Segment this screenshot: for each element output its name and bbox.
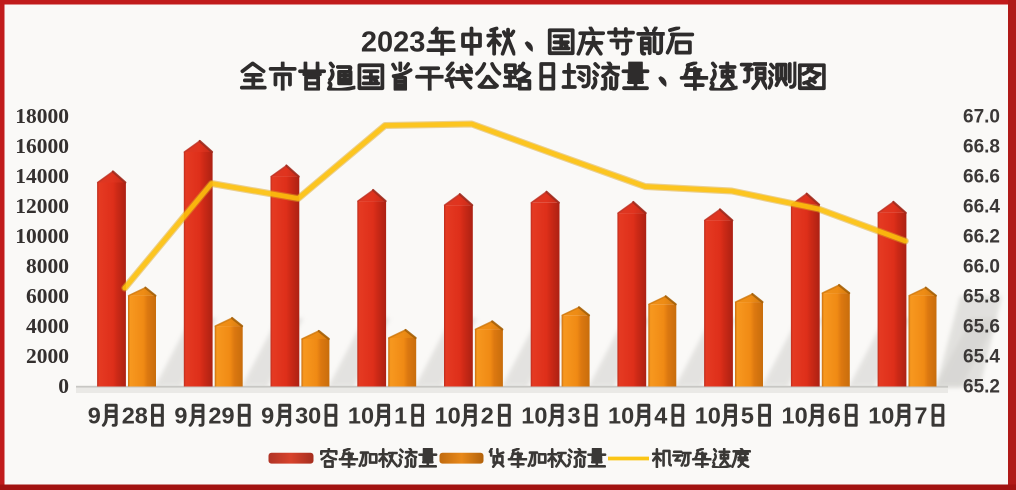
svg-text:9: 9 — [174, 403, 187, 429]
svg-text:2000: 2000 — [26, 344, 69, 368]
svg-text:1: 1 — [394, 403, 407, 429]
svg-text:6000: 6000 — [26, 284, 69, 308]
svg-text:4000: 4000 — [26, 314, 69, 338]
svg-text:30: 30 — [295, 403, 321, 429]
svg-text:5: 5 — [741, 403, 754, 429]
svg-text:65.6: 65.6 — [963, 316, 1000, 337]
svg-text:18000: 18000 — [15, 104, 69, 128]
svg-text:10: 10 — [521, 403, 547, 429]
svg-text:2023: 2023 — [361, 27, 426, 59]
svg-text:0: 0 — [58, 374, 69, 398]
svg-text:10: 10 — [348, 403, 374, 429]
svg-text:66.4: 66.4 — [963, 196, 1000, 217]
svg-text:10: 10 — [435, 403, 461, 429]
svg-text:66.8: 66.8 — [963, 136, 1000, 157]
svg-text:10: 10 — [695, 403, 721, 429]
svg-text:28: 28 — [122, 403, 148, 429]
svg-text:2: 2 — [481, 403, 494, 429]
svg-text:4: 4 — [654, 403, 667, 429]
svg-text:29: 29 — [208, 403, 234, 429]
svg-text:66.0: 66.0 — [963, 256, 1000, 277]
svg-text:14000: 14000 — [15, 164, 69, 188]
svg-text:16000: 16000 — [15, 134, 69, 158]
svg-text:10: 10 — [868, 403, 894, 429]
svg-text:65.8: 65.8 — [963, 286, 1000, 307]
svg-text:8000: 8000 — [26, 254, 69, 278]
svg-text:9: 9 — [88, 403, 101, 429]
svg-text:66.2: 66.2 — [963, 226, 1000, 247]
svg-text:66.6: 66.6 — [963, 166, 1000, 187]
svg-text:10000: 10000 — [15, 224, 69, 248]
svg-text:9: 9 — [261, 403, 274, 429]
svg-text:65.2: 65.2 — [963, 376, 1000, 397]
svg-text:3: 3 — [568, 403, 581, 429]
svg-text:7: 7 — [914, 403, 927, 429]
svg-text:12000: 12000 — [15, 194, 69, 218]
svg-text:10: 10 — [782, 403, 808, 429]
svg-text:6: 6 — [828, 403, 841, 429]
svg-text:65.4: 65.4 — [963, 346, 1000, 367]
svg-text:10: 10 — [608, 403, 634, 429]
svg-text:67.0: 67.0 — [963, 106, 1000, 127]
